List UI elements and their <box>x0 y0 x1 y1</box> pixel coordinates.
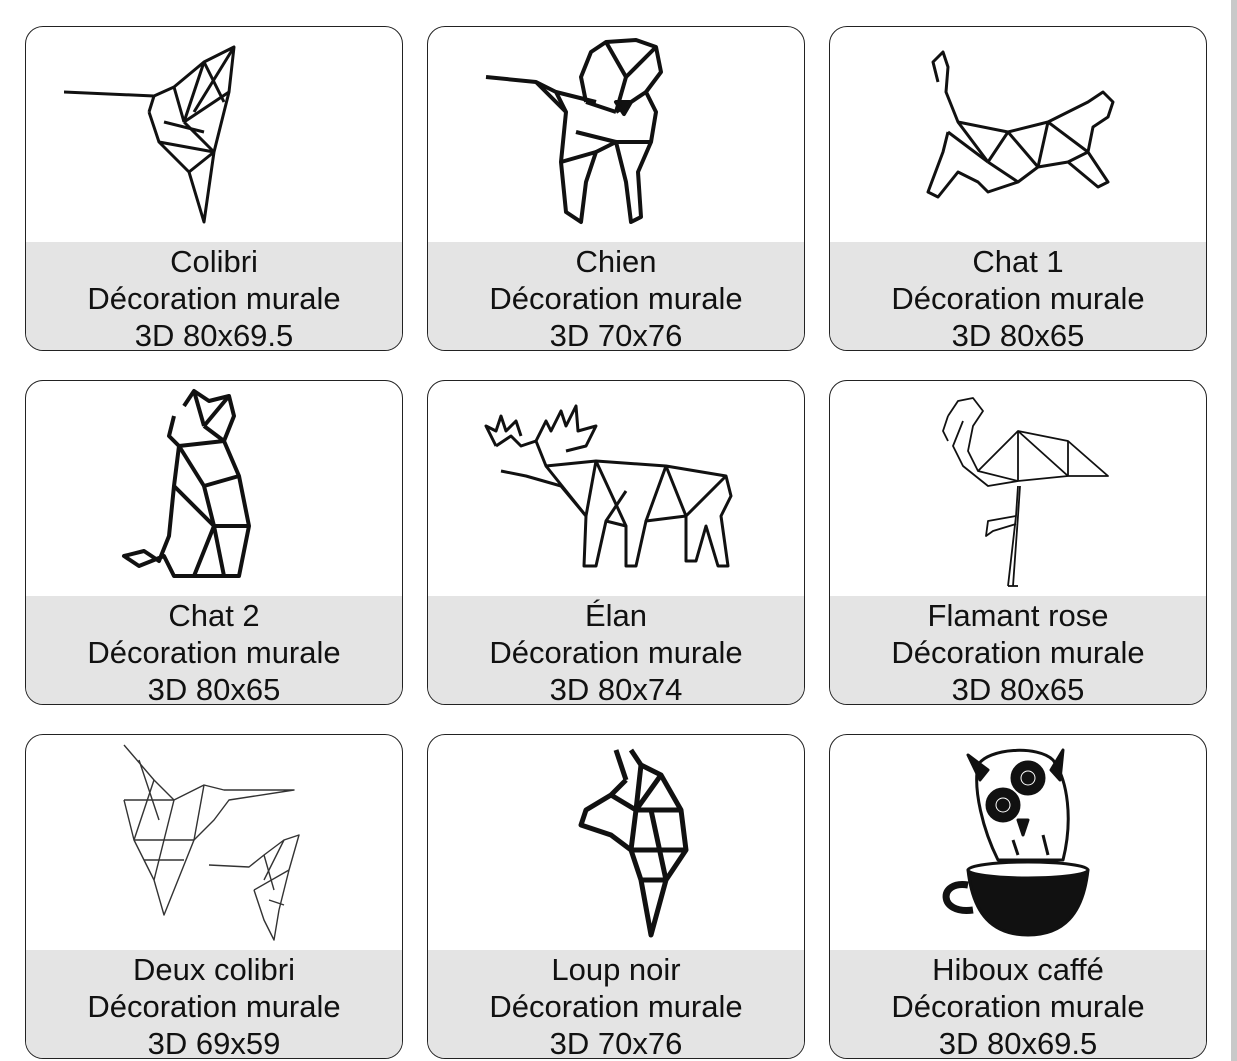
product-type: Décoration murale <box>489 281 743 316</box>
product-type: Décoration murale <box>87 635 341 670</box>
product-card-hiboux-caffe[interactable]: Hiboux caffé Décoration murale 3D 80x69.… <box>829 734 1207 1059</box>
product-dimensions: 3D 80x74 <box>549 672 683 705</box>
product-caption: Chat 2 Décoration murale 3D 80x65 <box>26 596 402 705</box>
product-name: Chat 1 <box>972 244 1064 279</box>
product-type: Décoration murale <box>489 635 743 670</box>
product-dimensions: 3D 80x65 <box>951 672 1085 705</box>
product-type: Décoration murale <box>489 989 743 1024</box>
hummingbird-icon <box>26 27 402 242</box>
product-type: Décoration murale <box>891 989 1145 1024</box>
product-name: Deux colibri <box>133 952 295 987</box>
product-caption: Colibri Décoration murale 3D 80x69.5 <box>26 242 402 351</box>
product-name: Colibri <box>170 244 258 279</box>
owl-coffee-icon <box>830 735 1206 950</box>
product-card-flamant-rose[interactable]: Flamant rose Décoration murale 3D 80x65 <box>829 380 1207 705</box>
product-caption: Chien Décoration murale 3D 70x76 <box>428 242 804 351</box>
walking-cat-icon <box>830 27 1206 242</box>
flamingo-icon <box>830 381 1206 596</box>
wolf-icon <box>428 735 804 950</box>
product-name: Flamant rose <box>927 598 1109 633</box>
product-name: Chat 2 <box>168 598 260 633</box>
product-card-colibri[interactable]: Colibri Décoration murale 3D 80x69.5 <box>25 26 403 351</box>
product-name: Loup noir <box>551 952 681 987</box>
vertical-scrollbar[interactable] <box>1231 0 1237 1061</box>
product-dimensions: 3D 80x65 <box>147 672 281 705</box>
moose-icon <box>428 381 804 596</box>
product-card-loup-noir[interactable]: Loup noir Décoration murale 3D 70x76 <box>427 734 805 1059</box>
product-dimensions: 3D 69x59 <box>147 1026 281 1059</box>
product-caption: Loup noir Décoration murale 3D 70x76 <box>428 950 804 1059</box>
product-name: Élan <box>584 598 648 633</box>
product-card-deux-colibri[interactable]: Deux colibri Décoration murale 3D 69x59 <box>25 734 403 1059</box>
product-type: Décoration murale <box>891 635 1145 670</box>
product-caption: Chat 1 Décoration murale 3D 80x65 <box>830 242 1206 351</box>
sitting-cat-icon <box>26 381 402 596</box>
product-type: Décoration murale <box>891 281 1145 316</box>
product-card-chat-1[interactable]: Chat 1 Décoration murale 3D 80x65 <box>829 26 1207 351</box>
product-card-chien[interactable]: Chien Décoration murale 3D 70x76 <box>427 26 805 351</box>
product-name: Chien <box>575 244 657 279</box>
product-dimensions: 3D 80x65 <box>951 318 1085 351</box>
product-dimensions: 3D 70x76 <box>549 1026 683 1059</box>
product-name: Hiboux caffé <box>932 952 1104 987</box>
product-dimensions: 3D 70x76 <box>549 318 683 351</box>
product-type: Décoration murale <box>87 989 341 1024</box>
product-dimensions: 3D 80x69.5 <box>134 318 294 351</box>
product-dimensions: 3D 80x69.5 <box>938 1026 1098 1059</box>
dog-icon <box>428 27 804 242</box>
product-caption: Hiboux caffé Décoration murale 3D 80x69.… <box>830 950 1206 1059</box>
product-caption: Flamant rose Décoration murale 3D 80x65 <box>830 596 1206 705</box>
product-caption: Élan Décoration murale 3D 80x74 <box>428 596 804 705</box>
product-type: Décoration murale <box>87 281 341 316</box>
product-card-elan[interactable]: Élan Décoration murale 3D 80x74 <box>427 380 805 705</box>
two-hummingbirds-icon <box>26 735 402 950</box>
product-card-chat-2[interactable]: Chat 2 Décoration murale 3D 80x65 <box>25 380 403 705</box>
product-caption: Deux colibri Décoration murale 3D 69x59 <box>26 950 402 1059</box>
